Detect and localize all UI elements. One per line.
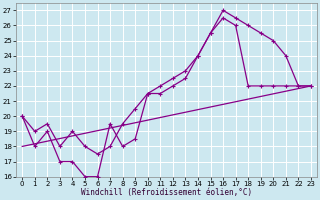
- X-axis label: Windchill (Refroidissement éolien,°C): Windchill (Refroidissement éolien,°C): [81, 188, 252, 197]
